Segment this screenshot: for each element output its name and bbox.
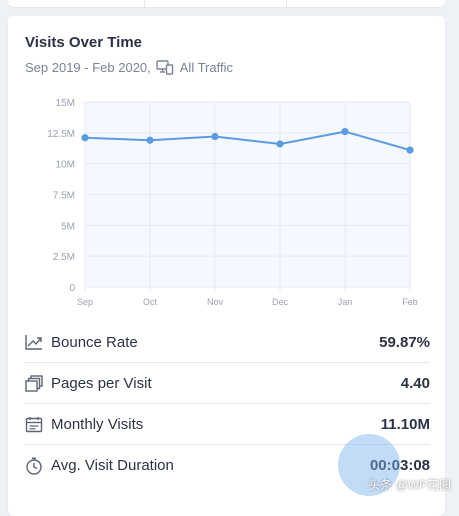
x-tick-label: Nov <box>207 297 224 307</box>
x-tick-label: Jan <box>338 297 353 307</box>
traffic-filter[interactable]: All Traffic <box>180 60 233 75</box>
stacked-pages-icon <box>24 373 44 393</box>
previous-card-edge <box>8 0 445 8</box>
metric-row-pages-per-visit: Pages per Visit 4.40 <box>24 363 430 404</box>
metric-value: 4.40 <box>401 375 430 392</box>
x-tick-label: Sep <box>77 297 93 307</box>
visits-chart-svg: 0 2.5M 5M 7.5M 10M 12.5M 15M Sep Oct Nov Dec Jan Feb <box>8 96 445 321</box>
card-title: Visits Over Time <box>25 34 142 51</box>
data-point <box>276 140 283 147</box>
data-point <box>81 134 88 141</box>
x-tick-label: Feb <box>402 297 418 307</box>
desktop-mobile-icon <box>156 59 174 75</box>
y-tick-label: 5M <box>61 221 75 232</box>
trend-chart-icon <box>24 332 44 352</box>
metric-row-bounce-rate: Bounce Rate 59.87% <box>24 322 430 363</box>
metric-value: 11.10M <box>381 416 430 433</box>
calendar-icon <box>24 414 44 434</box>
visits-chart: 0 2.5M 5M 7.5M 10M 12.5M 15M Sep Oct Nov Dec Jan Feb <box>8 96 445 321</box>
y-tick-label: 15M <box>56 98 75 109</box>
metric-label: Avg. Visit Duration <box>51 457 370 474</box>
y-tick-label: 7.5M <box>53 191 75 202</box>
y-tick-label: 0 <box>69 283 75 294</box>
x-tick-label: Dec <box>272 297 289 307</box>
x-tick-label: Oct <box>143 297 158 307</box>
data-point <box>406 147 413 154</box>
watermark-text: 头条 @WP花园 <box>368 476 451 493</box>
metric-value: 59.87% <box>379 334 430 351</box>
data-point <box>146 137 153 144</box>
y-tick-label: 10M <box>56 160 75 171</box>
metric-label: Bounce Rate <box>51 334 379 351</box>
y-tick-label: 2.5M <box>53 252 75 263</box>
date-range: Sep 2019 - Feb 2020, <box>25 60 151 75</box>
stopwatch-icon <box>24 456 44 476</box>
metric-label: Monthly Visits <box>51 416 381 433</box>
y-tick-label: 12.5M <box>47 129 75 140</box>
card-subtitle: Sep 2019 - Feb 2020, All Traffic <box>25 59 233 75</box>
data-point <box>341 128 348 135</box>
metric-label: Pages per Visit <box>51 375 401 392</box>
data-point <box>211 133 218 140</box>
